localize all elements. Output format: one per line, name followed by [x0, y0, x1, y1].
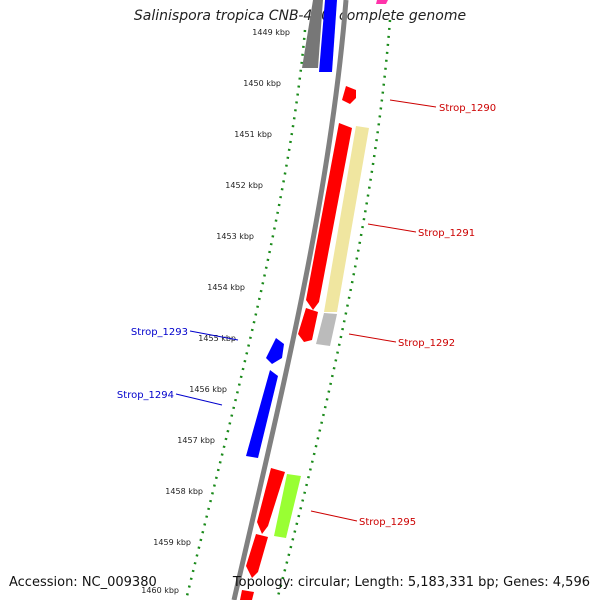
- gene-label[interactable]: Strop_1294: [117, 390, 174, 401]
- ruler-label: 1451 kbp: [234, 130, 272, 139]
- ruler-label: 1453 kbp: [216, 232, 254, 241]
- backbone-line: [231, 0, 349, 600]
- accession-text: Accession: NC_009380: [9, 575, 157, 590]
- gene-block-blue-top: [319, 0, 337, 72]
- gene-block-red-lower: [246, 534, 268, 578]
- leader-line: [389, 99, 437, 108]
- gene-label[interactable]: Strop_1295: [359, 517, 416, 528]
- tick-track-left: [184, 29, 307, 600]
- gene-strop-1295-green: [274, 474, 301, 538]
- ruler-label: 1455 kbp: [198, 334, 236, 343]
- leader-line: [175, 393, 223, 406]
- gene-label[interactable]: Strop_1293: [131, 327, 188, 338]
- gene-strop-1293: [266, 338, 284, 364]
- leader-line: [189, 330, 239, 341]
- gene-block-red-bottom: [240, 590, 254, 600]
- ruler-label: 1452 kbp: [225, 181, 263, 190]
- gene-strop-1290-arrow: [342, 86, 356, 104]
- tick-track-right: [275, 19, 392, 600]
- map-title: Salinispora tropica CNB-440, complete ge…: [133, 8, 467, 24]
- gene-label[interactable]: Strop_1292: [398, 338, 455, 349]
- gene-strop-1295: [257, 468, 285, 534]
- gene-strop-1291-pale: [324, 126, 369, 312]
- gene-strop-1292-gray: [316, 313, 337, 346]
- ruler-label: 1458 kbp: [165, 487, 203, 496]
- gene-strop-1292: [298, 308, 318, 342]
- ruler-label: 1450 kbp: [243, 79, 281, 88]
- gene-block-gray: [302, 0, 323, 68]
- ruler-label: 1459 kbp: [153, 538, 191, 547]
- ruler-label: 1456 kbp: [189, 385, 227, 394]
- gene-strop-1294: [246, 370, 278, 458]
- ruler-label: 1454 kbp: [207, 283, 245, 292]
- ruler-label: 1460 kbp: [141, 586, 179, 595]
- ruler-label: 1457 kbp: [177, 436, 215, 445]
- gene-label[interactable]: Strop_1290: [439, 103, 496, 114]
- ruler-label: 1449 kbp: [252, 28, 290, 37]
- leader-line: [310, 510, 358, 522]
- gene-strop-1291: [306, 123, 352, 310]
- leader-line: [348, 333, 397, 343]
- gene-label[interactable]: Strop_1291: [418, 228, 475, 239]
- genome-stats-text: Topology: circular; Length: 5,183,331 bp…: [232, 575, 590, 590]
- gene-block-magenta: [376, 0, 388, 4]
- leader-line: [367, 223, 417, 233]
